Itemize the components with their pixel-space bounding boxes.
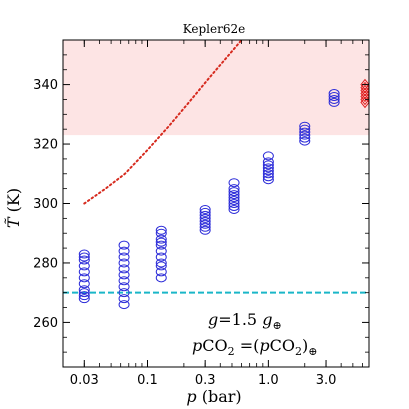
data-point: [78, 291, 90, 301]
data-point: [155, 258, 167, 268]
x-tick-label: 0.3: [195, 373, 216, 388]
data-point: [155, 246, 167, 256]
data-point: [118, 276, 130, 286]
data-point: [262, 166, 274, 176]
data-point: [118, 252, 130, 262]
data-point: [78, 267, 90, 277]
data-point: [199, 210, 211, 220]
y-tick-label: 260: [33, 316, 58, 331]
data-point-diamond: [360, 96, 369, 109]
data-point: [299, 121, 311, 131]
data-point: [199, 204, 211, 214]
shaded-band: [63, 40, 369, 136]
data-point: [118, 258, 130, 268]
data-point: [228, 199, 240, 208]
data-point: [199, 213, 211, 223]
data-point-diamond: [360, 90, 369, 103]
dotted-curve: [83, 40, 243, 205]
data-point: [228, 190, 240, 200]
data-point-diamond: [360, 78, 369, 91]
data-point: [118, 294, 130, 304]
data-point: [199, 216, 211, 226]
annotation-gravity: g=1.5 g⊕: [208, 310, 282, 332]
data-point: [118, 282, 130, 292]
data-point: [155, 273, 167, 283]
data-point: [155, 234, 167, 244]
y-tick-label: 280: [33, 256, 58, 271]
data-point: [155, 228, 167, 238]
data-point: [328, 89, 340, 99]
data-point: [155, 261, 167, 271]
data-point-diamond: [360, 81, 369, 94]
data-point: [155, 240, 167, 250]
data-point: [199, 225, 211, 235]
data-point: [199, 207, 211, 217]
data-point: [228, 196, 240, 206]
data-point: [78, 273, 90, 283]
data-point: [118, 300, 130, 310]
data-point: [328, 91, 340, 101]
data-point: [328, 94, 340, 104]
data-point: [228, 201, 240, 211]
data-point: [78, 294, 90, 304]
data-point: [155, 267, 167, 277]
data-point-diamond: [360, 87, 369, 100]
data-point: [118, 270, 130, 280]
data-point: [78, 255, 90, 265]
y-tick-label: 320: [33, 138, 58, 153]
y-axis-label: T̃ (K): [4, 188, 23, 228]
data-point: [262, 169, 274, 179]
data-point: [118, 264, 130, 274]
data-point: [155, 225, 167, 235]
data-point: [228, 187, 240, 197]
chart-title: Kepler62e: [183, 22, 245, 36]
x-tick-label: 0.1: [137, 373, 158, 388]
data-point: [155, 252, 167, 262]
data-point: [262, 151, 274, 161]
data-point: [262, 163, 274, 173]
data-point: [299, 124, 311, 134]
data-point: [199, 222, 211, 232]
y-tick-label: 300: [33, 197, 58, 212]
data-point: [228, 178, 240, 188]
x-axis-label: p (bar): [186, 387, 241, 406]
annotation-pco2: pCO2 =(pCO2)⊕: [192, 336, 317, 358]
data-point: [228, 193, 240, 203]
data-point: [78, 252, 90, 262]
data-point-diamond: [360, 84, 369, 97]
data-point: [299, 136, 311, 146]
y-tick-label: 340: [33, 78, 58, 93]
data-point: [262, 160, 274, 170]
data-point: [118, 240, 130, 250]
data-point: [262, 172, 274, 182]
data-point: [262, 175, 274, 185]
data-point: [299, 127, 311, 137]
data-point: [78, 288, 90, 298]
data-point: [155, 237, 167, 247]
data-point: [199, 219, 211, 229]
data-point-diamond: [360, 93, 369, 106]
x-tick-label: 1.0: [258, 373, 279, 388]
data-point: [78, 285, 90, 295]
data-point: [78, 261, 90, 271]
data-point: [228, 204, 240, 214]
x-tick-label: 0.03: [70, 373, 99, 388]
data-point: [118, 246, 130, 256]
x-tick-label: 3.0: [316, 373, 337, 388]
data-point: [299, 133, 311, 143]
data-point: [328, 97, 340, 107]
data-point: [118, 288, 130, 298]
data-point: [299, 130, 311, 140]
data-point: [262, 157, 274, 167]
data-point: [78, 279, 90, 289]
data-point: [228, 184, 240, 194]
data-point: [78, 249, 90, 259]
